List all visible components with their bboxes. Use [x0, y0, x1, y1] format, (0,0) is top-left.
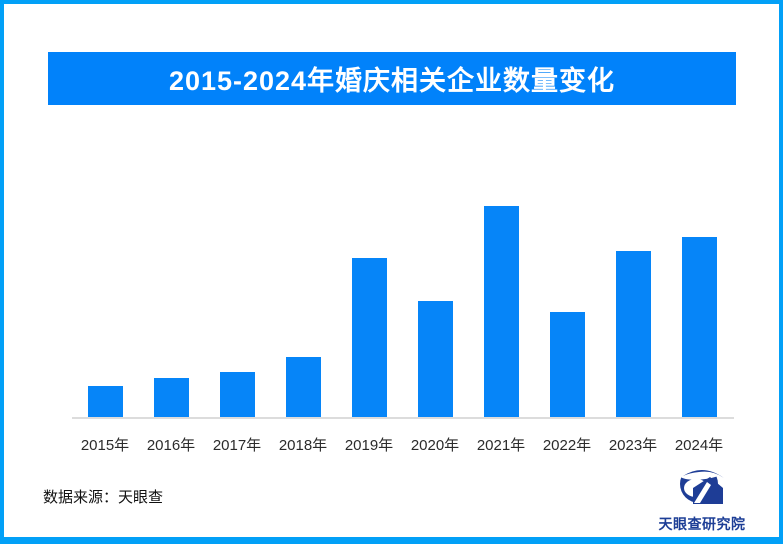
bar-2019年	[351, 258, 387, 417]
bar-slot	[600, 197, 666, 417]
bar-2018年	[285, 357, 321, 417]
tianyancha-eye-logo-icon	[677, 460, 732, 512]
x-tick-label: 2021年	[476, 437, 526, 454]
bar-slot	[534, 197, 600, 417]
bar-2017年	[219, 372, 255, 417]
bar-slot	[402, 197, 468, 417]
bar-chart-plot-area	[72, 197, 732, 417]
bar-2022年	[549, 312, 585, 417]
bar-2020年	[417, 301, 453, 417]
x-tick-label: 2023年	[608, 437, 658, 454]
brand-logo: 天眼查研究院	[652, 460, 752, 534]
x-axis-labels: 2015年 2016年 2017年 2018年 2019年 2020年 2021年 2022年…	[72, 434, 732, 455]
x-tick-label: 2015年	[80, 437, 130, 454]
bar-2021年	[483, 206, 519, 417]
bar-slot	[204, 197, 270, 417]
bar-slot	[270, 197, 336, 417]
bar-slot	[138, 197, 204, 417]
chart-title: 2015-2024年婚庆相关企业数量变化	[168, 66, 616, 96]
bar-2016年	[153, 378, 189, 417]
x-tick-label: 2022年	[542, 437, 592, 454]
bar-slot	[336, 197, 402, 417]
bar-2015年	[87, 386, 123, 417]
bar-2023年	[615, 251, 651, 417]
bar-slot	[468, 197, 534, 417]
bar-slot	[72, 197, 138, 417]
x-tick-label: 2019年	[344, 437, 394, 454]
x-axis-line	[72, 417, 734, 419]
x-tick-label: 2020年	[410, 437, 460, 454]
title-banner: 2015-2024年婚庆相关企业数量变化	[48, 52, 736, 105]
data-source-text: 数据来源：天眼查	[43, 489, 164, 506]
bar-2024年	[681, 237, 717, 417]
x-tick-label: 2018年	[278, 437, 328, 454]
x-tick-label: 2017年	[212, 437, 262, 454]
x-tick-label: 2016年	[146, 437, 196, 454]
bar-slot	[666, 197, 732, 417]
brand-logo-text: 天眼查研究院	[658, 516, 746, 532]
x-tick-label: 2024年	[674, 437, 724, 454]
